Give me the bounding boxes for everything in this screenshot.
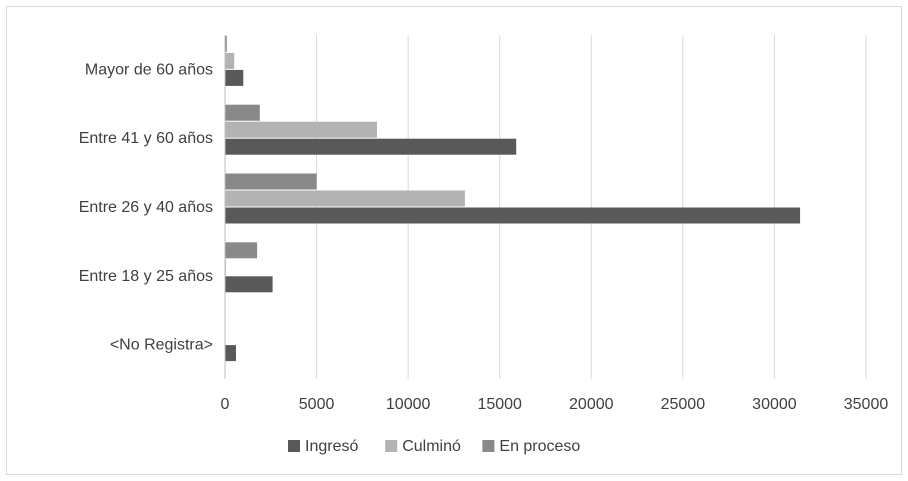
bar <box>225 138 517 155</box>
bar <box>225 345 236 362</box>
bar <box>225 190 465 207</box>
legend-swatch <box>288 440 300 452</box>
x-tick-labels: 0 5000 10000 15000 20000 25000 30000 35000 <box>221 396 889 413</box>
category-label: Entre 41 y 60 años <box>79 130 213 147</box>
x-tick-label: 35000 <box>844 396 889 413</box>
x-tick-label: 20000 <box>569 396 614 413</box>
x-tick-label: 0 <box>221 396 230 413</box>
x-tick-label: 5000 <box>299 396 335 413</box>
category-label: Mayor de 60 años <box>85 61 213 78</box>
bar <box>225 207 801 224</box>
bar <box>225 242 258 259</box>
legend-swatch <box>482 440 495 452</box>
bar <box>225 104 260 121</box>
x-tick-label: 15000 <box>477 396 522 413</box>
x-tick-label: 30000 <box>752 396 797 413</box>
bar <box>225 35 227 52</box>
legend-label: Ingresó <box>305 438 358 455</box>
bar <box>225 69 244 86</box>
legend: Ingresó Culminó En proceso <box>288 438 580 455</box>
bars <box>225 35 801 362</box>
category-label: Entre 18 y 25 años <box>79 268 213 285</box>
x-tick-label: 25000 <box>661 396 706 413</box>
legend-label: Culminó <box>402 438 461 455</box>
chart-frame: <No Registra> Entre 18 y 25 años Entre 26 … <box>6 6 902 475</box>
category-labels: <No Registra> Entre 18 y 25 años Entre 26 … <box>79 61 213 353</box>
bar <box>225 276 273 293</box>
category-label: <No Registra> <box>110 337 213 354</box>
category-label: Entre 26 y 40 años <box>79 199 213 216</box>
legend-swatch <box>385 440 398 452</box>
bar <box>225 121 377 138</box>
legend-label: En proceso <box>499 438 580 455</box>
gridlines <box>316 35 867 379</box>
bar <box>225 52 235 69</box>
bar-chart: <No Registra> Entre 18 y 25 años Entre 26 … <box>79 35 889 455</box>
x-tick-label: 10000 <box>386 396 431 413</box>
bar <box>225 173 317 190</box>
